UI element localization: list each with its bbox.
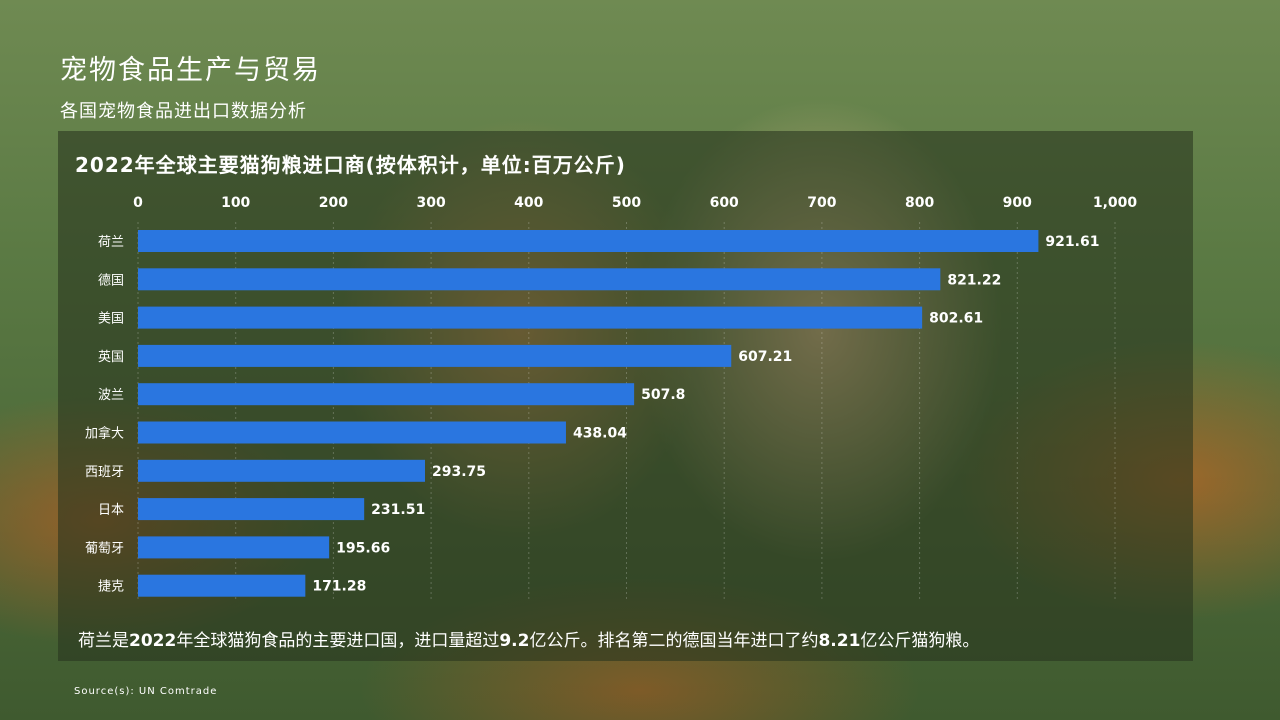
value-label: 507.8 xyxy=(641,387,685,403)
x-tick-label: 100 xyxy=(221,195,250,211)
footnote-part: 8.21 xyxy=(818,631,861,651)
category-label: 西班牙 xyxy=(85,465,124,480)
bar xyxy=(138,536,330,559)
page-title: 宠物食品生产与贸易 xyxy=(60,55,321,86)
x-tick-label: 700 xyxy=(807,195,836,211)
chart-title: 2022年全球主要猫狗粮进口商(按体积计，单位:百万公斤) xyxy=(75,153,626,177)
bar xyxy=(138,230,1039,252)
bar xyxy=(138,344,732,367)
category-label: 葡萄牙 xyxy=(85,541,124,556)
footnote-part: 2022 xyxy=(129,631,177,651)
bar xyxy=(138,383,635,406)
footnote-part: 亿公斤。排名第二的德国当年进口了约 xyxy=(529,631,819,651)
category-label: 加拿大 xyxy=(85,426,124,442)
x-tick-label: 1,000 xyxy=(1093,195,1138,211)
x-tick-label: 500 xyxy=(612,195,641,211)
bar xyxy=(138,498,365,521)
chart-footnote: 荷兰是2022年全球猫狗食品的主要进口国，进口量超过9.2亿公斤。排名第二的德国… xyxy=(78,626,979,651)
category-label: 英国 xyxy=(98,350,124,365)
value-label: 293.75 xyxy=(432,464,486,480)
x-tick-label: 300 xyxy=(416,195,445,211)
category-label: 美国 xyxy=(98,312,124,327)
value-label: 802.61 xyxy=(929,311,983,327)
value-label: 921.61 xyxy=(1045,234,1099,250)
bar xyxy=(138,421,566,444)
x-tick-label: 800 xyxy=(905,195,934,211)
bar xyxy=(138,574,306,597)
x-tick-label: 600 xyxy=(710,195,739,211)
category-label: 日本 xyxy=(98,503,124,518)
page-subtitle: 各国宠物食品进出口数据分析 xyxy=(60,101,307,122)
x-tick-label: 200 xyxy=(319,195,348,211)
x-tick-label: 900 xyxy=(1003,195,1032,211)
value-label: 171.28 xyxy=(312,579,366,595)
footnote-part: 9.2 xyxy=(499,631,530,651)
bar xyxy=(138,306,923,329)
value-label: 231.51 xyxy=(371,502,425,518)
bar xyxy=(138,268,941,291)
x-tick-label: 0 xyxy=(133,195,143,211)
value-label: 438.04 xyxy=(573,426,627,442)
category-label: 捷克 xyxy=(98,580,124,595)
value-label: 821.22 xyxy=(947,272,1001,288)
footnote-part: 荷兰是 xyxy=(78,631,129,651)
bar xyxy=(138,459,425,482)
category-label: 德国 xyxy=(98,273,124,288)
category-label: 波兰 xyxy=(98,388,124,403)
source-note: Source(s): UN Comtrade xyxy=(74,686,218,697)
footnote-part: 亿公斤猫狗粮。 xyxy=(860,631,980,651)
value-label: 607.21 xyxy=(738,349,792,365)
category-label: 荷兰 xyxy=(98,235,124,250)
value-label: 195.66 xyxy=(336,540,390,556)
x-tick-label: 400 xyxy=(514,195,543,211)
footnote-part: 年全球猫狗食品的主要进口国，进口量超过 xyxy=(176,631,500,651)
